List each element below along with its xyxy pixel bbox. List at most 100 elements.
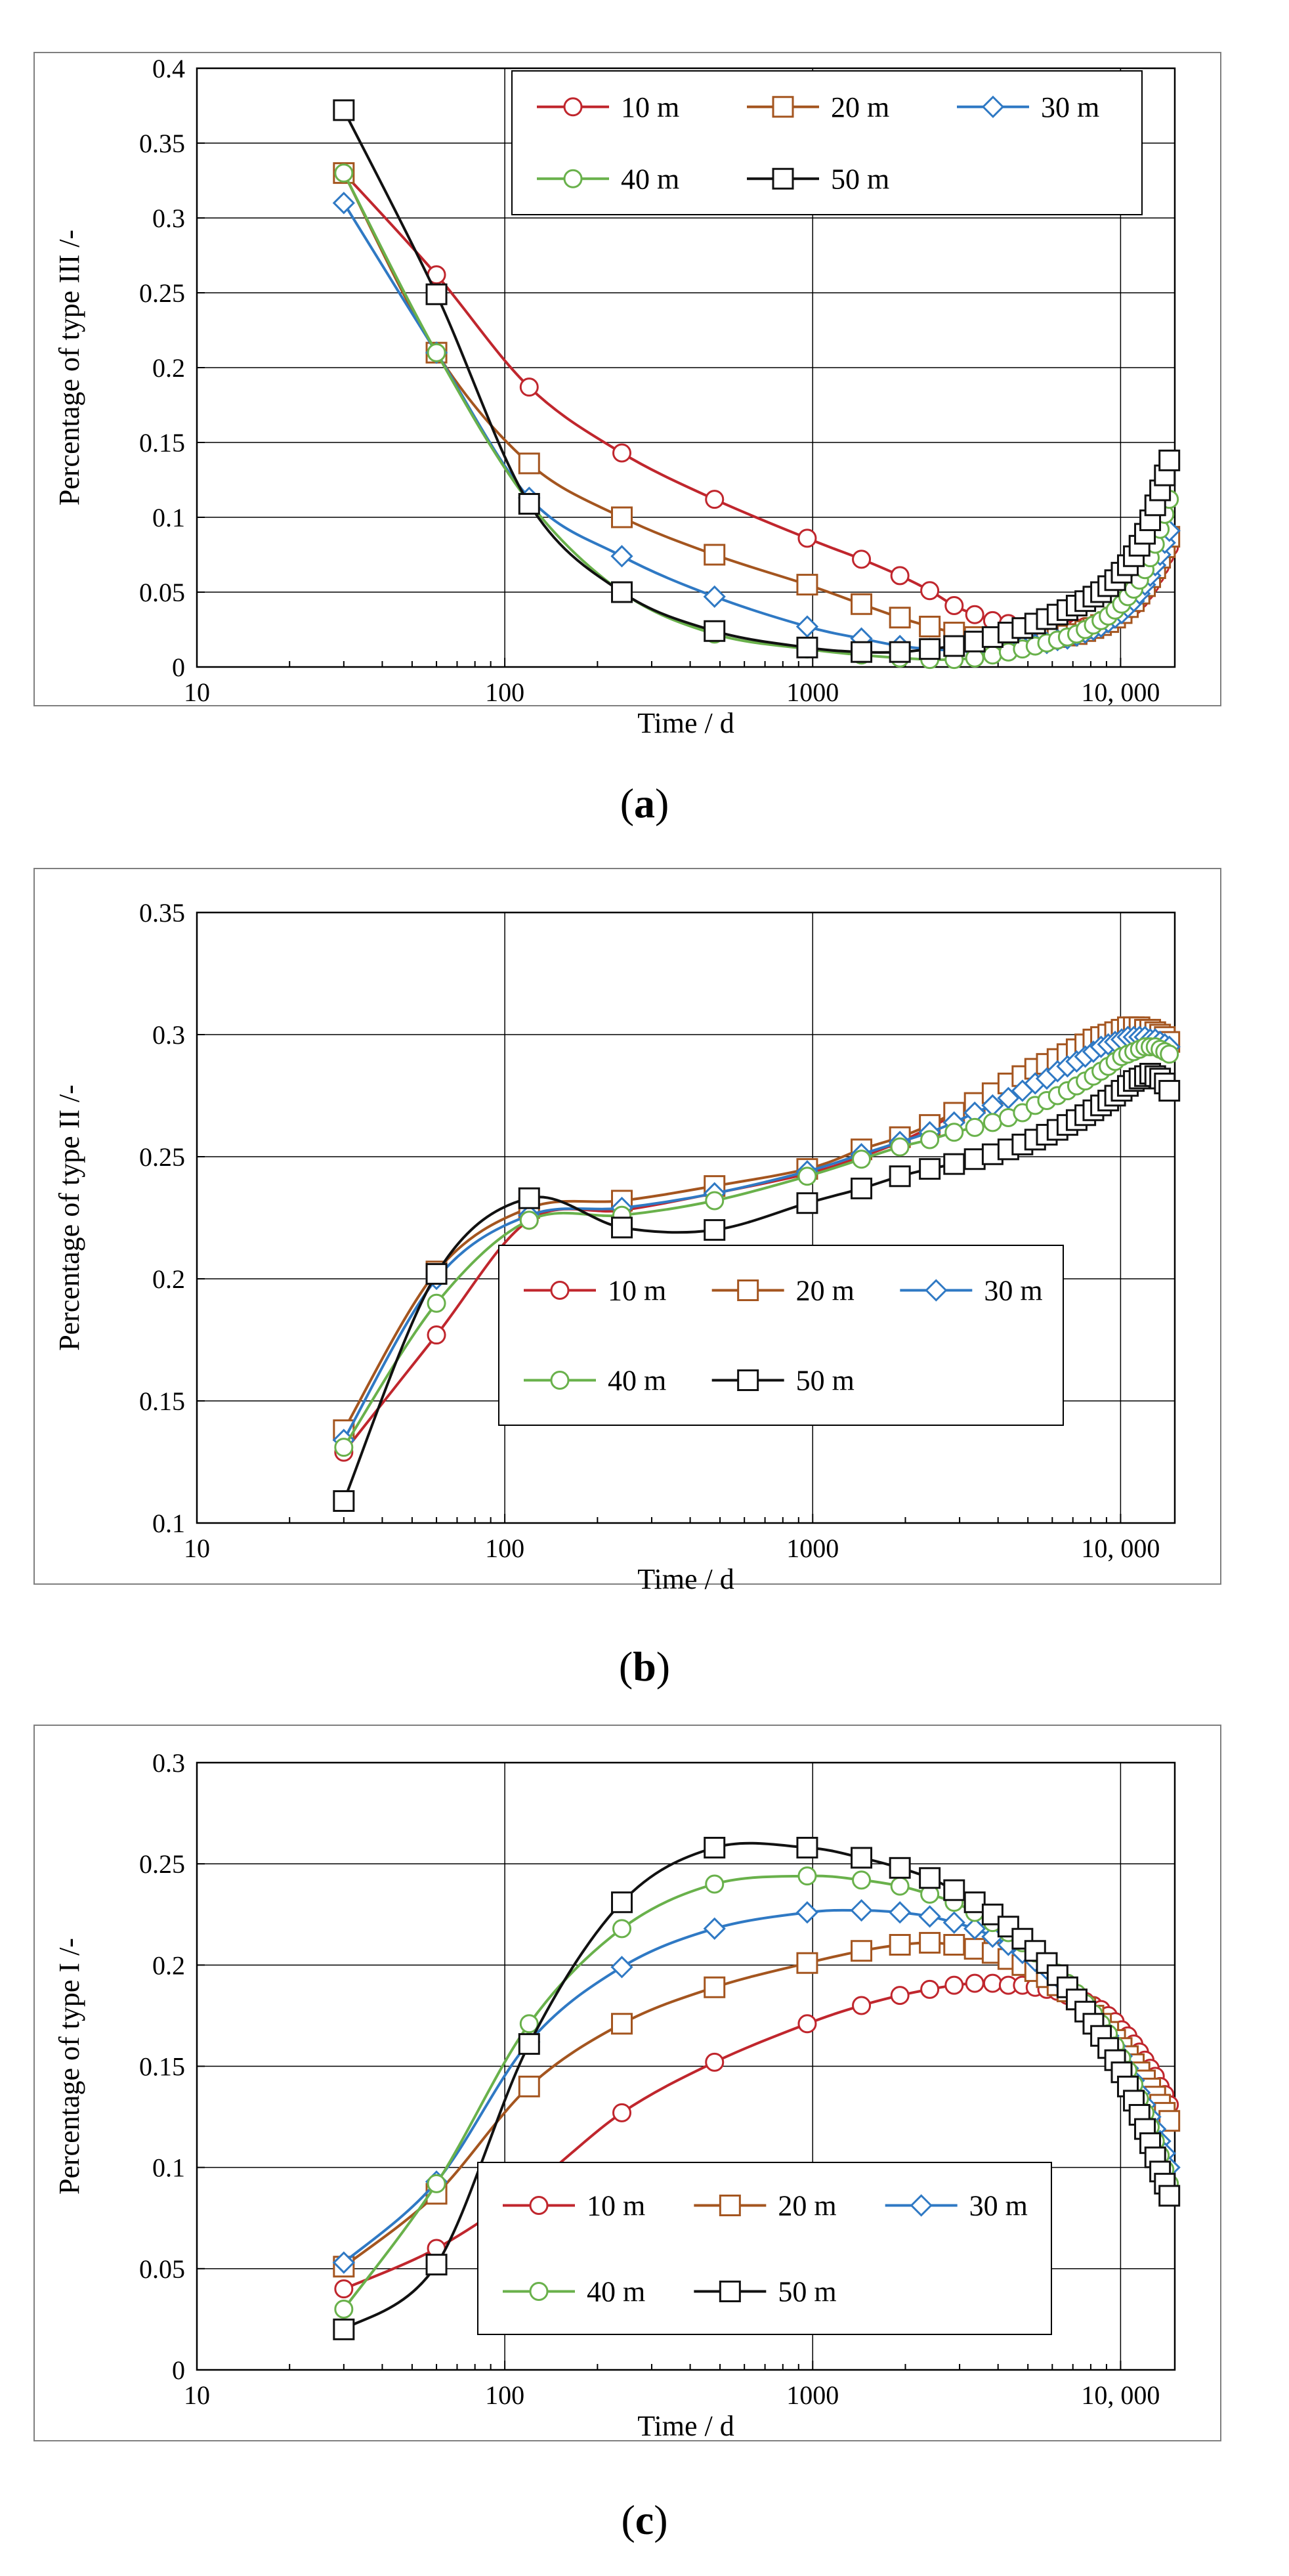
data-point [890,1876,910,1896]
legend-entry: 40 m [503,2276,645,2308]
legend-entry: 30 m [957,91,1099,123]
data-point [965,1117,984,1137]
legend-entry: 30 m [885,2190,1028,2222]
x-axis-title: Time / d [637,2410,734,2442]
legend-entry: 10 m [537,91,679,123]
plot-area [196,911,1176,1524]
data-point [851,641,873,663]
x-minor-ticks [196,1514,1122,1523]
data-point [518,1187,540,1209]
legend-label: 20 m [796,1275,855,1307]
data-point [427,1325,446,1345]
y-axis-title: Percentage of type I /- [53,1938,85,2195]
data-point [1158,1080,1181,1102]
data-point [920,1979,940,1999]
legend-entry: 50 m [747,163,889,195]
data-point [963,1917,986,1940]
data-point [889,641,911,663]
legend-entry: 20 m [747,91,889,123]
series-50m [333,1837,1181,2340]
legend-entry: 20 m [711,1275,855,1307]
data-point [705,1191,725,1211]
legend-marker [563,169,583,188]
data-point [851,1177,873,1199]
y-tick-label: 0.25 [139,1142,185,1172]
data-point [1158,449,1181,471]
data-point [518,452,540,475]
data-point [612,1919,631,1939]
panel-caption: (c) [621,2497,667,2543]
y-axis-title: Percentage of type III /- [53,230,85,505]
data-point [427,1293,446,1313]
data-point [890,1137,910,1157]
legend-label: 10 m [621,91,679,123]
data-point [796,1837,818,1858]
y-axis-title: Percentage of type II /- [53,1084,85,1351]
legend-marker [772,96,794,118]
data-point [332,192,355,215]
legend: 10 m 20 m 30 m 40 m 50 m [477,2162,1052,2335]
legend-entry: 50 m [711,1365,855,1397]
legend-label: 30 m [984,1275,1042,1307]
data-point [610,2013,633,2035]
legend-marker [910,2194,933,2217]
data-point [425,283,448,305]
data-point [519,377,539,397]
data-point [889,1165,911,1188]
y-tick-label: 0.35 [139,898,185,928]
data-point [333,2318,355,2340]
data-point [703,585,726,608]
legend-label: 10 m [587,2190,645,2222]
data-point [427,2174,446,2193]
data-point [889,1857,911,1879]
data-point [797,2014,817,2034]
x-tick-label: 1000 [786,677,839,707]
y-tick-label: 0 [172,653,185,682]
y-tick-label: 0.2 [152,1264,185,1294]
y-tick-label: 0.3 [152,1020,185,1050]
y-tick-label: 0.1 [152,2153,185,2183]
x-tick-label: 10 [184,1534,210,1563]
data-point [983,1113,1002,1132]
y-tick-label: 0.3 [152,204,185,233]
x-tick-label: 10 [184,677,210,707]
data-point [997,622,1019,644]
data-point [704,1219,726,1241]
data-point [425,1263,448,1285]
data-point [852,1149,872,1169]
legend-box [477,2162,1052,2335]
data-point [705,2052,725,2072]
x-tick-label: 1000 [786,2380,839,2410]
data-point [427,343,446,362]
data-point [333,99,355,121]
legend-label: 20 m [831,91,889,123]
legend-label: 40 m [608,1365,666,1397]
data-point [704,620,726,642]
x-axis-title: Time / d [637,1563,734,1595]
y-tick-label: 0.05 [139,2254,185,2284]
series-group [332,99,1181,670]
data-point [944,596,964,616]
y-tick-label: 0.1 [152,503,185,532]
data-point [1160,1044,1179,1064]
data-point [919,1867,941,1889]
data-point [965,605,984,624]
legend-label: 50 m [778,2276,836,2308]
data-point [889,1934,911,1956]
series-50m [333,1063,1181,1513]
data-point [795,615,819,638]
data-point [518,492,540,515]
x-tick-label: 1000 [786,1534,839,1563]
legend-entry: 40 m [537,163,679,195]
data-point [518,2033,540,2055]
y-tick-label: 0.2 [152,1950,185,1980]
legend-label: 40 m [621,163,679,195]
data-point [705,1874,725,1894]
data-point [610,1891,633,1914]
data-point [963,1148,986,1170]
data-point [943,1153,965,1175]
data-point [890,1986,910,2006]
chart-panel-c: 0 0.05 0.1 0.15 0.2 0.25 0.3 10 100 1000 10, 000 Ti… [33,1725,1221,2543]
data-point [965,1973,984,1993]
data-point [610,506,633,528]
